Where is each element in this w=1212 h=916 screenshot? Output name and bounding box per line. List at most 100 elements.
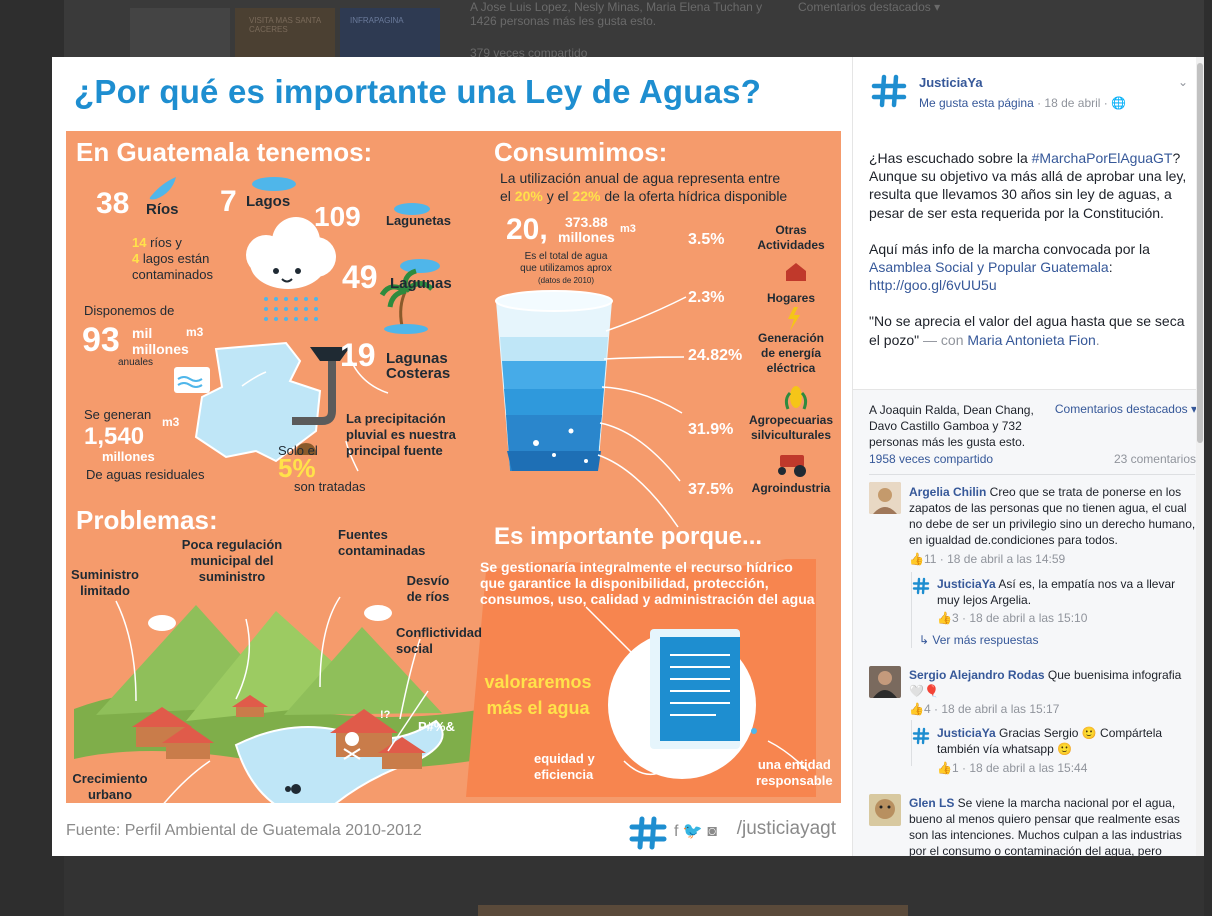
- guatemala-map: [194, 341, 322, 463]
- url-link[interactable]: http://goo.gl/6vUU5u: [869, 277, 997, 294]
- reply-time[interactable]: 18 de abril a las 15:10: [969, 611, 1088, 625]
- background-thumb-label: VISITA MAS SANTA CACERES: [249, 16, 321, 34]
- reply-like-count[interactable]: 1: [951, 761, 959, 775]
- chart-category-line: Generación: [757, 331, 825, 345]
- like-page-link[interactable]: Me gusta esta página: [919, 96, 1034, 110]
- total-desc-line3: (datos de 2010): [537, 276, 595, 285]
- reply-author-link[interactable]: JusticiaYa: [937, 577, 996, 591]
- chart-category-line: Otras: [775, 223, 807, 237]
- avatar[interactable]: [869, 666, 901, 698]
- scrollbar-thumb[interactable]: [1197, 63, 1203, 443]
- comment-like-count[interactable]: 4: [923, 702, 931, 716]
- comment-time[interactable]: 18 de abril a las 14:59: [947, 552, 1066, 566]
- comment-author-link[interactable]: Glen LS: [909, 796, 955, 810]
- page-avatar[interactable]: [869, 71, 909, 111]
- chart-category-line: Actividades: [757, 238, 825, 252]
- post-text-span: ¿Has escuchado sobre la: [869, 150, 1032, 166]
- crec-line2: urbano: [87, 787, 133, 802]
- reply-avatar[interactable]: [911, 576, 931, 596]
- problema-suministro: Suministro limitado: [70, 567, 140, 599]
- chart-category-label: Hogares: [736, 291, 841, 306]
- post-text-span: .: [1095, 331, 1100, 348]
- page-name-link[interactable]: JusticiaYa: [919, 75, 983, 90]
- comments-count[interactable]: 23 comentarios: [1113, 452, 1196, 466]
- post-date[interactable]: · 18 de abril ·: [1033, 96, 1112, 110]
- consumimos-subtitle: La utilización anual de agua representa …: [500, 169, 830, 205]
- lake-icon: [252, 177, 296, 191]
- chart-value-label: 37.5%: [688, 481, 734, 498]
- reply-meta: 👍3 · 18 de abril a las 15:10: [937, 611, 1088, 625]
- problema-desvio: Desvío de ríos: [406, 573, 450, 605]
- lagos-number: 7: [220, 185, 237, 218]
- comment-body: Creo que se trata de ponerse en los zapa…: [909, 485, 1196, 547]
- water-glass-icon: [495, 290, 613, 471]
- disponemos-m3: m3: [186, 325, 204, 339]
- infographic-source: Fuente: Perfil Ambiental de Guatemala 20…: [66, 822, 422, 839]
- contaminados-note: 14 ríos y 4 lagos están contaminados: [132, 235, 262, 283]
- section-heading-problemas: Problemas:: [76, 505, 218, 535]
- chart-value-label: 3.5%: [688, 231, 725, 248]
- post-sidebar: JusticiaYa Me gusta esta página · 18 de …: [852, 57, 1204, 856]
- infographic-title: ¿Por qué es importante una Ley de Aguas?: [74, 73, 762, 110]
- consumimos-sub-text: de la oferta hídrica disponible: [600, 188, 788, 204]
- solo-percent: 5%: [278, 453, 316, 483]
- contam-lagos-number: 4: [132, 251, 140, 266]
- desvio-line2: de ríos: [406, 589, 450, 604]
- comment-author-link[interactable]: Sergio Alejandro Rodas: [909, 668, 1045, 682]
- background-likes: A Jose Luis Lopez, Nesly Minas, Maria El…: [470, 0, 763, 28]
- more-replies-link[interactable]: ↳ Ver más respuestas: [919, 633, 1039, 647]
- lagunas-label: Lagunas: [390, 275, 452, 292]
- reply-time[interactable]: 18 de abril a las 15:44: [969, 761, 1088, 775]
- background-thumb-1: [130, 8, 230, 60]
- comments-filter-dropdown[interactable]: Comentarios destacados ▾: [1054, 402, 1197, 416]
- section-heading-importante: Es importante porque...: [494, 523, 763, 550]
- costeras-number: 19: [340, 337, 376, 373]
- disponemos-number: 93: [82, 321, 120, 359]
- waste-icon: [296, 443, 316, 455]
- generan-m3: m3: [162, 415, 180, 429]
- tagged-person-link[interactable]: Maria Antonieta Fion: [967, 331, 1096, 348]
- section-heading-consumimos: Consumimos:: [494, 137, 668, 167]
- comment-like-count[interactable]: 11: [923, 552, 937, 566]
- generan-end: De aguas residuales: [86, 467, 205, 482]
- comment-time[interactable]: 18 de abril a las 15:17: [941, 702, 1060, 716]
- reply-text: JusticiaYa Gracias Sergio 🙂 Compártela t…: [937, 725, 1187, 757]
- total-m3: m3: [620, 223, 636, 235]
- generan-number: 1,540: [84, 423, 145, 450]
- contam-rios-text: ríos y: [146, 235, 182, 250]
- asamblea-link[interactable]: Asamblea Social y Popular Guatemala: [869, 259, 1109, 276]
- likes-summary[interactable]: A Joaquin Ralda, Dean Chang, Davo Castil…: [869, 403, 1034, 449]
- total-desc-line1: Es el total de agua: [524, 251, 608, 262]
- shares-link[interactable]: 1958 veces compartido: [869, 452, 994, 466]
- total-millones: millones: [558, 229, 615, 245]
- avatar[interactable]: [869, 794, 901, 826]
- post-body: ¿Has escuchado sobre la #MarchaPorElAgua…: [869, 149, 1187, 367]
- reply-thread-line: [911, 572, 912, 648]
- laguna-icon: [400, 259, 440, 273]
- reply-like-count[interactable]: 3: [951, 611, 959, 625]
- avatar[interactable]: [869, 482, 901, 514]
- problema-fuentes: Fuentes contaminadas: [338, 527, 425, 559]
- importante-line1: Se gestionaría integralmente el recurso …: [480, 559, 793, 575]
- hashtag-link[interactable]: #MarchaPorElAguaGT: [1031, 150, 1173, 166]
- precip-line1: La precipitación: [346, 411, 446, 426]
- comment-body: Se viene la marcha nacional por el agua,…: [909, 796, 1182, 856]
- reply-avatar[interactable]: [911, 726, 931, 746]
- poca-line3: suministro: [198, 569, 266, 584]
- fuentes-line2: contaminadas: [338, 543, 426, 558]
- cloud-small-icon: [148, 615, 176, 631]
- section-heading-guatemala: En Guatemala tenemos:: [76, 137, 373, 167]
- chart-category-label: Agroindustria: [736, 481, 841, 496]
- consumimos-sub-text: y el: [542, 188, 573, 204]
- rios-number: 38: [96, 187, 130, 220]
- avatar-photo: [869, 666, 901, 698]
- chart-value-label: 2.3%: [688, 289, 725, 306]
- conflict-line2: social: [396, 641, 433, 656]
- comment-author-link[interactable]: Argelia Chilin: [909, 485, 987, 499]
- reply-author-link[interactable]: JusticiaYa: [937, 726, 996, 740]
- scroll-document-icon: [650, 629, 757, 749]
- sidebar-scrollbar[interactable]: [1196, 57, 1204, 856]
- chart-category-line: silviculturales: [750, 428, 832, 442]
- like-thumb-icon: 👍: [937, 611, 952, 625]
- post-options-chevron-icon[interactable]: ⌄: [1177, 75, 1188, 89]
